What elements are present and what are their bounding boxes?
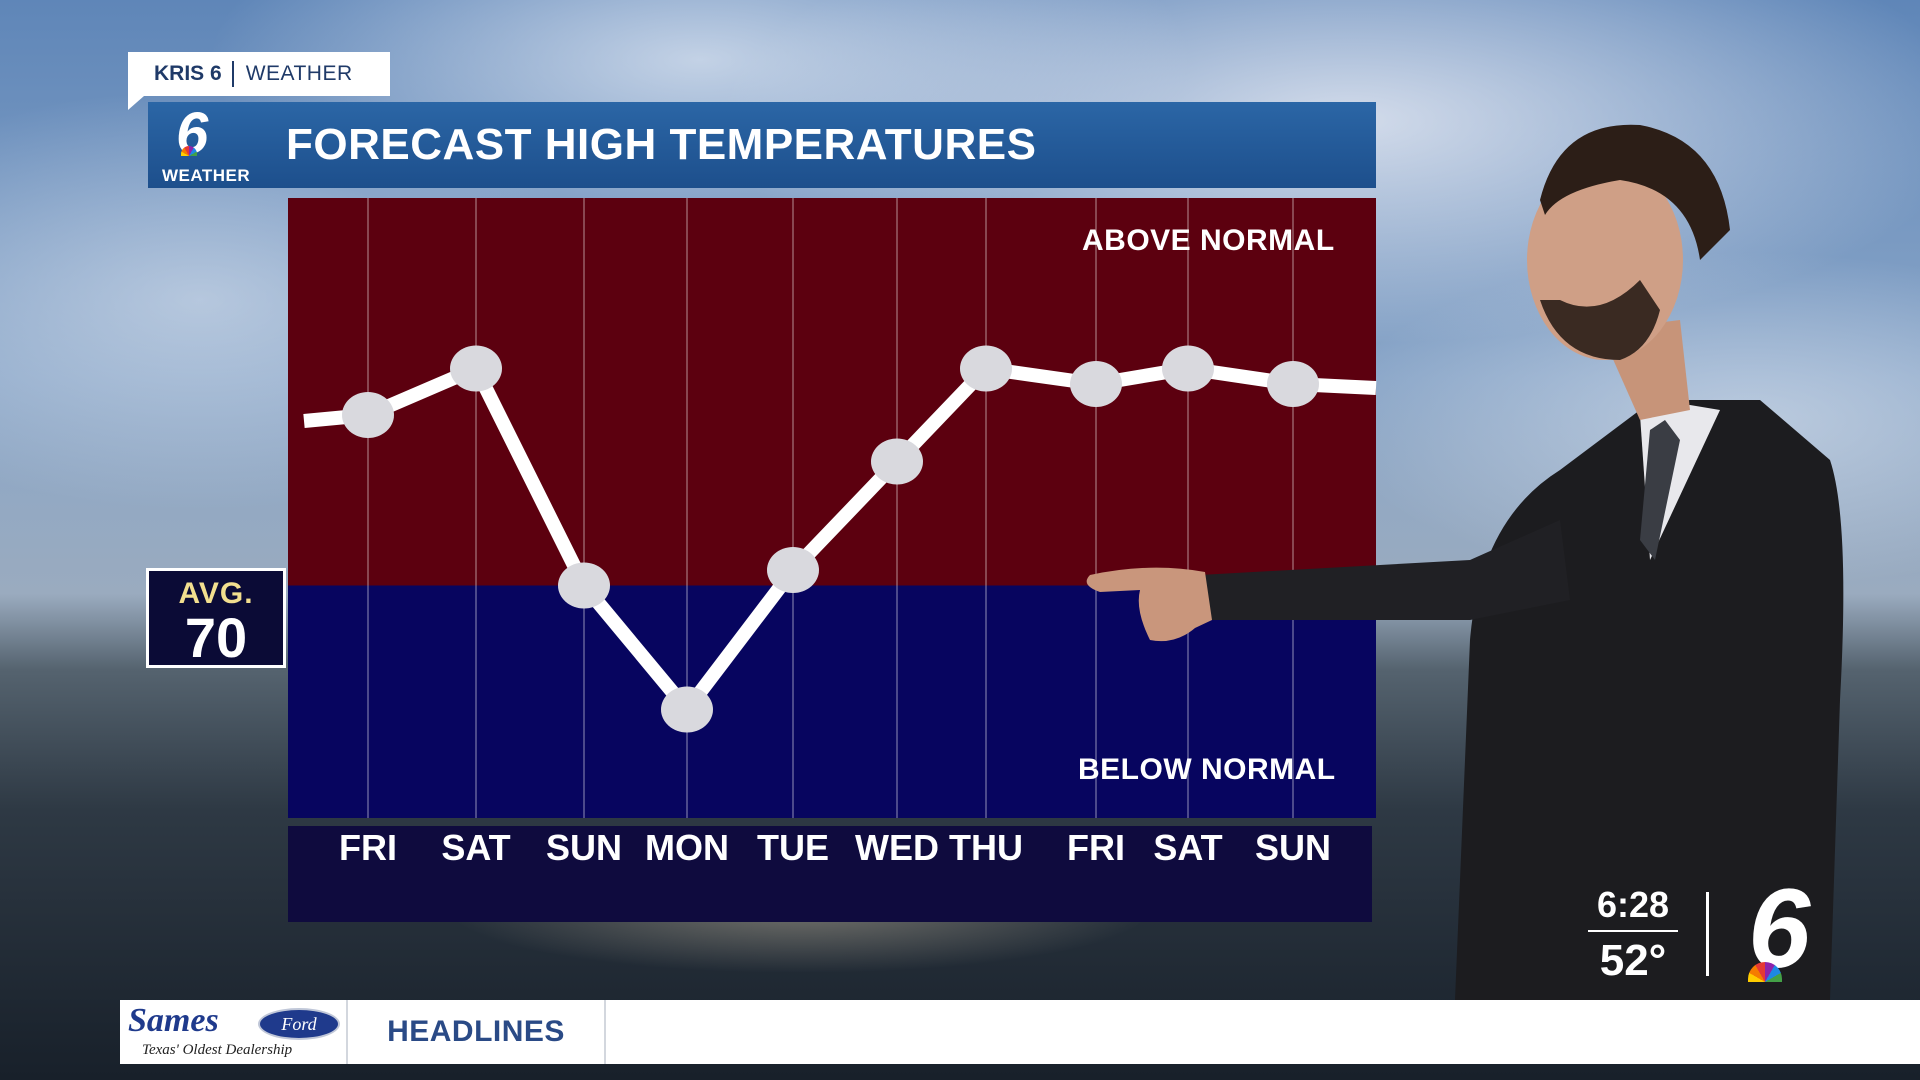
bug-time: 6:28 [1588, 884, 1678, 932]
x-tick-label-4: TUE [757, 827, 829, 868]
x-tick-label-1: SAT [441, 827, 511, 868]
sponsor-tagline: Texas' Oldest Dealership [142, 1042, 293, 1058]
x-tick-label-7: FRI [1067, 827, 1125, 868]
sponsor-logo: Sames Ford Texas' Oldest Dealership [120, 1000, 348, 1064]
news-ticker: Sames Ford Texas' Oldest Dealership HEAD… [120, 1000, 1920, 1064]
data-point-thu-6 [960, 345, 1012, 392]
average-value: 70 [184, 606, 248, 669]
presenter-arm [1195, 520, 1570, 620]
data-point-wed-5 [871, 438, 923, 485]
data-point-tue-4 [767, 547, 819, 593]
presenter-hand [1086, 567, 1212, 642]
station-tag-divider [231, 61, 234, 87]
x-tick-label-9: SUN [1254, 827, 1331, 868]
sponsor-name: Sames [128, 1002, 219, 1039]
presenter-hair [1540, 124, 1730, 261]
x-tick-label-5: WED [855, 827, 939, 868]
bug-temperature: 52° [1599, 936, 1667, 985]
average-box: AVG. 70 [146, 568, 286, 668]
peacock-icon [181, 146, 197, 156]
x-tick-label-3: MON [645, 827, 729, 868]
weather-logo: 6 WEATHER [148, 101, 260, 188]
x-tick-label-8: SAT [1153, 827, 1223, 868]
x-axis-strip [288, 826, 1372, 922]
data-point-sun-2 [558, 562, 610, 609]
logo-word: WEATHER [162, 166, 251, 185]
data-point-sat-8 [1162, 345, 1214, 392]
x-tick-label-0: FRI [339, 827, 397, 868]
ticker-headlines-label: HEADLINES [348, 1000, 606, 1064]
ticker-content [606, 1000, 1920, 1064]
presenter-tie [1640, 420, 1680, 560]
ford-logo-icon: Ford [258, 1008, 340, 1040]
station-brand: KRIS 6 [154, 62, 222, 85]
station-tag: KRIS 6 WEATHER [128, 52, 390, 96]
x-tick-label-2: SUN [545, 827, 622, 868]
title-bar: 6 WEATHER FORECAST HIGH TEMPERATURES [148, 101, 1376, 188]
data-point-mon-3 [661, 686, 713, 733]
average-title: AVG. [178, 577, 254, 610]
data-point-fri-7 [1070, 361, 1122, 407]
station-section: WEATHER [245, 62, 353, 85]
station-tag-tail [128, 96, 144, 110]
data-point-sun-9 [1267, 361, 1319, 407]
data-point-sat-1 [450, 345, 502, 392]
chart-title: FORECAST HIGH TEMPERATURES [286, 120, 1037, 169]
above-normal-label: ABOVE NORMAL [1082, 224, 1335, 257]
presenter-beard [1540, 280, 1660, 360]
bug-peacock-icon [1748, 962, 1782, 982]
bug-divider [1706, 892, 1709, 976]
x-tick-label-6: THU [949, 827, 1023, 868]
below-normal-label: BELOW NORMAL [1078, 753, 1336, 786]
data-point-fri-0 [342, 392, 394, 438]
